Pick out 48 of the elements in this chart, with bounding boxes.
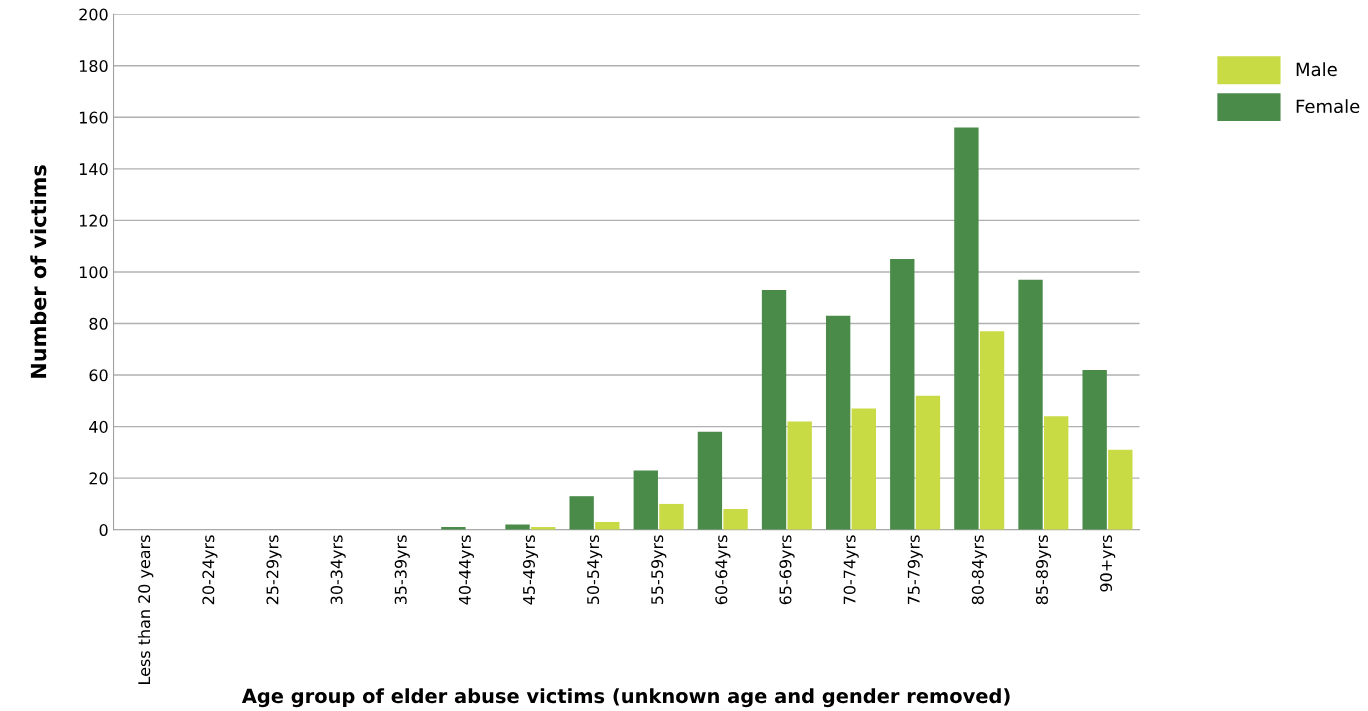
y-tick-label: 200 — [79, 8, 108, 21]
bar — [1108, 449, 1133, 530]
y-tick-label: 140 — [79, 163, 108, 176]
bar — [825, 315, 851, 530]
x-tick-label: 30-34yrs — [330, 535, 346, 605]
x-tick-label: Less than 20 years — [137, 535, 154, 684]
bar — [1082, 369, 1107, 530]
bar — [761, 290, 787, 530]
y-tick-label: 100 — [79, 266, 108, 279]
y-tick-label: 180 — [79, 59, 108, 73]
x-tick-label: 45-49yrs — [522, 535, 539, 605]
y-tick-label: 120 — [79, 214, 108, 227]
x-tick-label: 90+yrs — [1100, 535, 1116, 592]
x-tick-label: 50-54yrs — [587, 535, 603, 605]
bar — [1018, 279, 1043, 530]
legend-label: Female — [1296, 99, 1360, 114]
x-tick-label: 55-59yrs — [651, 535, 667, 605]
x-tick-label: 40-44yrs — [458, 535, 474, 605]
y-tick-label: 80 — [89, 317, 108, 330]
x-tick-label: 75-79yrs — [907, 535, 923, 604]
bar — [979, 331, 1005, 530]
x-axis-title: Age group of elder abuse victims (unknown age and gender removed) — [241, 688, 1010, 708]
y-tick-label: 0 — [99, 523, 108, 536]
y-tick-label: 160 — [79, 111, 108, 124]
bar — [659, 503, 684, 530]
bar — [954, 127, 979, 530]
legend-label: Male — [1296, 62, 1337, 77]
x-tick-label: 25-29yrs — [266, 535, 282, 605]
y-tick-label: 20 — [89, 472, 108, 485]
x-tick-label: 60-64yrs — [715, 535, 731, 605]
x-tick-label: 80-84yrs — [971, 535, 987, 605]
x-tick-label: 20-24yrs — [202, 535, 218, 605]
bar — [915, 395, 941, 530]
bar — [697, 431, 723, 530]
bar — [851, 408, 876, 530]
bar — [633, 470, 658, 530]
y-tick-label: 60 — [89, 369, 108, 382]
bar — [723, 509, 748, 530]
x-tick-label: 70-74yrs — [843, 535, 859, 604]
x-tick-label: 35-39yrs — [394, 535, 410, 605]
x-tick-label: 85-89yrs — [1035, 535, 1052, 605]
x-tick-label: 65-69yrs — [779, 535, 795, 605]
bar — [1044, 416, 1069, 530]
bar — [890, 259, 915, 530]
y-tick-label: 40 — [89, 420, 108, 433]
bar — [569, 496, 594, 530]
y-axis-title: Number of victims — [30, 165, 47, 378]
bar — [787, 421, 812, 530]
